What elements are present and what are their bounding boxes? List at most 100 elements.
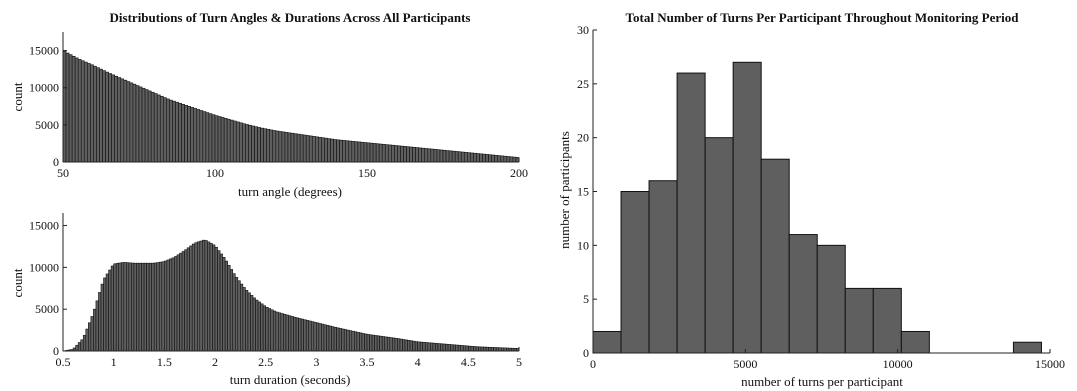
histogram-bar: [460, 345, 464, 352]
histogram-bar: [214, 115, 219, 163]
histogram-bar: [212, 244, 216, 352]
y-tick-label: 5: [583, 292, 589, 306]
histogram-bar: [326, 325, 330, 352]
histogram-bar: [394, 145, 398, 163]
turn-duration-axes: 0.5 1 1.5 2 2.5 3 3.5 4 4.5 5 0 5000 10000 15000: [29, 213, 522, 369]
histogram-bar: [333, 139, 337, 163]
histogram-bar: [339, 139, 343, 163]
histogram-bar: [450, 344, 454, 352]
histogram-bar: [123, 79, 128, 163]
histogram-bar: [158, 261, 163, 352]
histogram-bar: [427, 148, 432, 163]
histogram-bar: [265, 306, 269, 352]
histogram-bar: [156, 94, 161, 163]
histogram-bar: [254, 126, 258, 163]
histogram-bar: [348, 330, 353, 352]
histogram-bar: [473, 346, 477, 352]
histogram-bar: [302, 134, 307, 163]
histogram-bar: [359, 332, 363, 352]
histogram-bar: [209, 243, 213, 352]
histogram-bar: [375, 143, 380, 163]
histogram-bar: [281, 131, 286, 163]
histogram-bar: [448, 150, 453, 163]
histogram-bar: [376, 335, 380, 352]
histogram-bar: [313, 321, 317, 352]
histogram-bar: [80, 339, 84, 352]
y-tick-label: 10: [577, 238, 589, 252]
turns-per-participant-axes: 0 5000 10000 15000 0 5 10 15 20 25 30: [577, 23, 1065, 371]
histogram-bar: [135, 85, 140, 163]
histogram-bar: [310, 321, 315, 352]
histogram-bar: [199, 110, 204, 163]
histogram-bar: [485, 154, 489, 163]
histogram-bar: [336, 139, 340, 163]
histogram-bar: [77, 342, 82, 352]
histogram-bar: [252, 297, 256, 352]
turn-duration-xlabel: turn duration (seconds): [230, 372, 351, 387]
histogram-bar: [483, 346, 487, 352]
histogram-bar: [166, 259, 170, 352]
histogram-bar: [356, 332, 360, 352]
histogram-bar: [495, 347, 500, 352]
histogram-bar: [315, 136, 319, 163]
histogram-bar: [128, 262, 132, 352]
histogram-bar: [220, 117, 225, 163]
histogram-bar: [454, 151, 459, 163]
turns-per-participant-histogram: Total Number of Turns Per Participant Th…: [557, 10, 1065, 389]
histogram-bar: [341, 328, 345, 352]
histogram-bar: [336, 327, 340, 352]
histogram-bar: [455, 344, 459, 352]
histogram-bar: [316, 322, 320, 352]
histogram-bar: [270, 309, 274, 352]
histogram-bar: [323, 324, 327, 352]
x-tick-label: 0: [590, 357, 596, 371]
histogram-bar: [445, 150, 450, 163]
histogram-bar: [462, 345, 467, 352]
histogram-bar: [175, 101, 179, 163]
histogram-bar: [338, 328, 342, 352]
histogram-bar: [176, 254, 180, 352]
histogram-bar: [229, 119, 234, 163]
histogram-bar: [196, 241, 201, 352]
y-tick-label: 10000: [29, 81, 59, 95]
turn-angle-histogram: Distributions of Turn Angles & Durations…: [10, 10, 528, 199]
histogram-bar: [409, 146, 413, 163]
histogram-bar: [113, 263, 117, 352]
histogram-bar: [207, 241, 211, 352]
histogram-bar: [473, 152, 477, 163]
histogram-bar: [266, 129, 271, 163]
histogram-bar: [305, 320, 310, 352]
histogram-bar: [262, 305, 266, 352]
histogram-bar: [374, 335, 378, 352]
histogram-bar: [205, 112, 210, 163]
histogram-bar: [120, 262, 125, 352]
histogram-bar: [260, 303, 264, 352]
histogram-bar: [402, 339, 406, 352]
histogram-bar: [488, 154, 492, 163]
histogram-bar: [275, 311, 279, 352]
histogram-bar: [247, 292, 251, 352]
y-tick-label: 20: [577, 131, 589, 145]
histogram-bar: [99, 68, 103, 163]
histogram-bar: [105, 273, 109, 352]
histogram-bar: [592, 330, 622, 354]
histogram-bar: [439, 149, 444, 163]
histogram-bar: [164, 260, 168, 352]
histogram-bar: [105, 71, 109, 163]
histogram-bar: [202, 239, 206, 352]
histogram-bar: [457, 344, 462, 352]
histogram-bar: [172, 100, 176, 163]
histogram-bar: [153, 93, 158, 163]
histogram-bar: [131, 262, 135, 352]
histogram-bar: [115, 263, 120, 352]
histogram-bar: [357, 141, 362, 163]
histogram-bar: [288, 315, 292, 352]
histogram-bar: [391, 144, 395, 163]
histogram-bar: [159, 95, 164, 163]
histogram-bar: [138, 86, 143, 163]
histogram-bar: [114, 75, 119, 163]
histogram-bar: [476, 153, 480, 163]
y-tick-label: 15: [577, 185, 589, 199]
histogram-bar: [445, 343, 449, 352]
histogram-bar: [190, 107, 195, 163]
